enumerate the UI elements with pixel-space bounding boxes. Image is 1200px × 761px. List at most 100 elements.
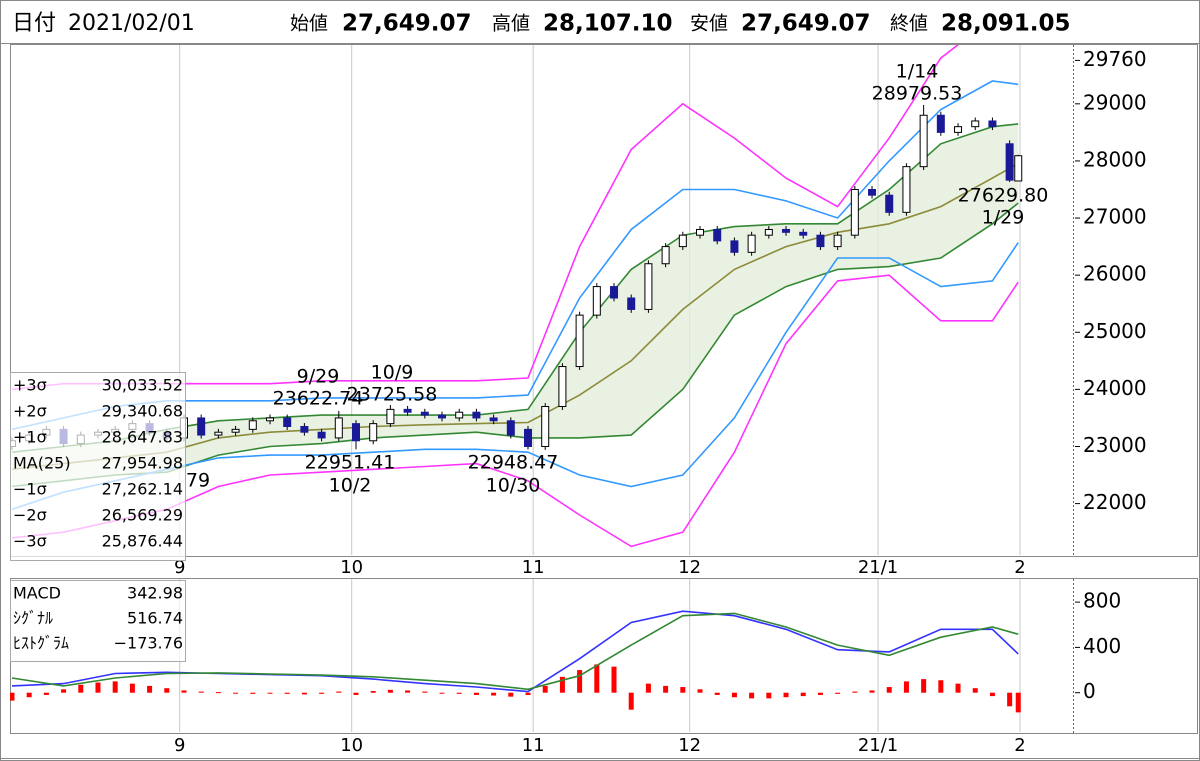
histogram-bar bbox=[473, 692, 479, 695]
candle-body bbox=[455, 411, 464, 419]
main-panel bbox=[10, 44, 1198, 557]
candle-body bbox=[782, 228, 791, 233]
legend-label: MA(25) bbox=[13, 454, 71, 473]
histogram-bar bbox=[129, 683, 135, 693]
legend-label: MACD bbox=[13, 584, 61, 603]
field-value: 27,649.07 bbox=[741, 11, 871, 37]
candle-body bbox=[919, 114, 928, 168]
histogram-bar bbox=[749, 692, 755, 699]
field-value: 28,107.10 bbox=[543, 11, 673, 37]
y-tick-label: 26000 bbox=[1083, 262, 1147, 286]
legend-label: ﾋｽﾄｸﾞﾗﾑ bbox=[13, 634, 69, 653]
candle-body bbox=[730, 240, 739, 253]
histogram-bar bbox=[112, 681, 118, 693]
histogram-bar bbox=[319, 692, 325, 694]
histogram-bar bbox=[26, 692, 32, 698]
histogram-bar bbox=[731, 692, 737, 698]
histogram-bar bbox=[43, 692, 49, 695]
candle-body bbox=[592, 286, 601, 316]
field-label: 終値 bbox=[890, 13, 928, 35]
y-tick-label: 29000 bbox=[1083, 90, 1147, 114]
x-tick-label: 21/1 bbox=[858, 557, 898, 578]
candle-body bbox=[678, 234, 687, 248]
annotation: 23725.58 bbox=[347, 384, 438, 406]
legend-label: −3σ bbox=[13, 532, 47, 551]
legend-value: 29,340.68 bbox=[102, 402, 183, 421]
histogram-bar bbox=[10, 692, 15, 701]
legend-label: −1σ bbox=[13, 480, 47, 499]
histogram-bar bbox=[766, 692, 772, 699]
candle-body bbox=[902, 166, 911, 213]
date: 2021/02/01 bbox=[68, 11, 195, 36]
annotation: 23622.74 bbox=[273, 388, 364, 410]
plot-area bbox=[10, 579, 1021, 732]
histogram-bar bbox=[233, 692, 239, 694]
candle-body bbox=[575, 314, 584, 368]
histogram-bar bbox=[181, 690, 187, 693]
candle-body bbox=[713, 228, 722, 242]
annotation: 1/29 bbox=[982, 207, 1025, 229]
histogram-bar bbox=[336, 691, 342, 693]
candle-body bbox=[558, 366, 567, 408]
x-tick-label: 21/1 bbox=[858, 735, 898, 756]
histogram-bar bbox=[78, 684, 84, 693]
histogram-bar bbox=[1015, 692, 1021, 713]
legend-label: −2σ bbox=[13, 506, 47, 525]
candle-body bbox=[489, 417, 498, 422]
histogram-bar bbox=[95, 682, 101, 693]
candle-body bbox=[816, 234, 825, 248]
candle-body bbox=[885, 194, 894, 213]
histogram-bar bbox=[577, 670, 583, 693]
histogram-bar bbox=[284, 692, 290, 694]
histogram-bar bbox=[800, 692, 806, 697]
candle-body bbox=[403, 408, 412, 413]
histogram-bar bbox=[938, 680, 944, 693]
candle-body bbox=[283, 417, 292, 428]
candle-body bbox=[988, 120, 997, 128]
candle-body bbox=[868, 188, 877, 196]
annotation: 22948.47 bbox=[468, 452, 559, 474]
histogram-bar bbox=[439, 692, 445, 694]
candle-body bbox=[971, 120, 980, 128]
histogram-bar bbox=[714, 692, 720, 695]
y-tick-label: 25000 bbox=[1083, 319, 1147, 343]
x-tick-label: 10 bbox=[340, 557, 363, 578]
legend-value: 27,262.14 bbox=[102, 480, 183, 499]
candle-body bbox=[833, 234, 842, 248]
histogram-bar bbox=[886, 687, 892, 693]
histogram-bar bbox=[817, 692, 823, 695]
x-tick-label: 9 bbox=[174, 735, 185, 756]
histogram-bar bbox=[164, 688, 170, 693]
histogram-bar bbox=[525, 692, 531, 695]
candle-body bbox=[369, 423, 378, 442]
histogram-bar bbox=[611, 666, 617, 693]
candle-body bbox=[661, 246, 670, 265]
legend-value: 30,033.52 bbox=[102, 376, 183, 395]
candle-body bbox=[334, 417, 343, 439]
annotation: 1/14 bbox=[896, 61, 939, 83]
histogram-bar bbox=[267, 692, 273, 694]
candle-body bbox=[610, 286, 619, 299]
y-tick-label: 24000 bbox=[1083, 376, 1147, 400]
candle-body bbox=[506, 420, 515, 436]
legend-value: 28,647.83 bbox=[102, 428, 183, 447]
candle-body bbox=[696, 228, 705, 236]
y-tick-label: 27000 bbox=[1083, 205, 1147, 229]
x-tick-label: 2 bbox=[1014, 557, 1025, 578]
candle-body bbox=[1005, 143, 1014, 181]
annotation: 22951.41 bbox=[305, 452, 396, 474]
histogram-bar bbox=[353, 692, 359, 695]
legend-value: −173.76 bbox=[114, 634, 183, 653]
histogram-bar bbox=[215, 692, 221, 694]
histogram-bar bbox=[370, 691, 376, 693]
histogram-bar bbox=[663, 685, 669, 693]
candle-body bbox=[764, 228, 773, 236]
annotation: 10/2 bbox=[329, 475, 372, 497]
candle-body bbox=[747, 234, 756, 253]
y-tick-label: 29760 bbox=[1083, 47, 1147, 71]
legend-box bbox=[10, 372, 186, 561]
histogram-bar bbox=[61, 689, 67, 693]
y-tick-label: 800 bbox=[1083, 589, 1121, 613]
candle-body bbox=[420, 411, 429, 416]
